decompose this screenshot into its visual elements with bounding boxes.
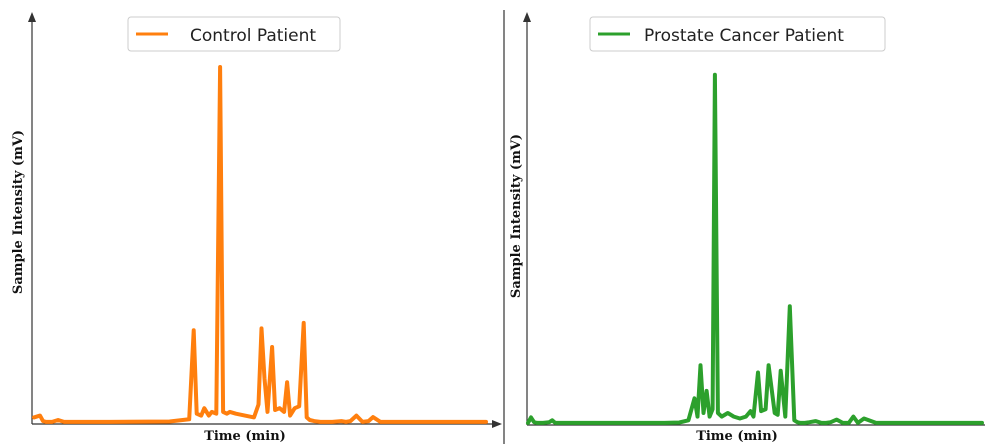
legend-label: Prostate Cancer Patient [644, 26, 844, 46]
legend-label: Control Patient [190, 26, 316, 46]
y-axis-arrow-icon [28, 12, 36, 22]
prostate-cancer-patient-series [526, 72, 984, 425]
legend: Prostate Cancer Patient [589, 16, 886, 52]
y-axis-title: Sample Intensity (mV) [509, 134, 524, 298]
prostate-cancer-patient-panel: Time (min) Sample Intensity (mV) Prostat… [509, 12, 985, 444]
x-axis-title: Time (min) [696, 429, 778, 444]
legend: Control Patient [127, 16, 341, 52]
x-axis-title: Time (min) [204, 429, 286, 444]
series-line-0 [32, 65, 488, 424]
legend-box [589, 16, 886, 52]
control-patient-series [32, 65, 488, 424]
x-axis-arrow-icon [492, 420, 502, 428]
control-patient-panel: Time (min) Sample Intensity (mV) Control… [11, 12, 502, 444]
y-axis-title: Sample Intensity (mV) [11, 130, 26, 294]
legend-box [127, 16, 341, 52]
series-line-0 [526, 72, 984, 425]
y-axis-arrow-icon [523, 12, 531, 22]
